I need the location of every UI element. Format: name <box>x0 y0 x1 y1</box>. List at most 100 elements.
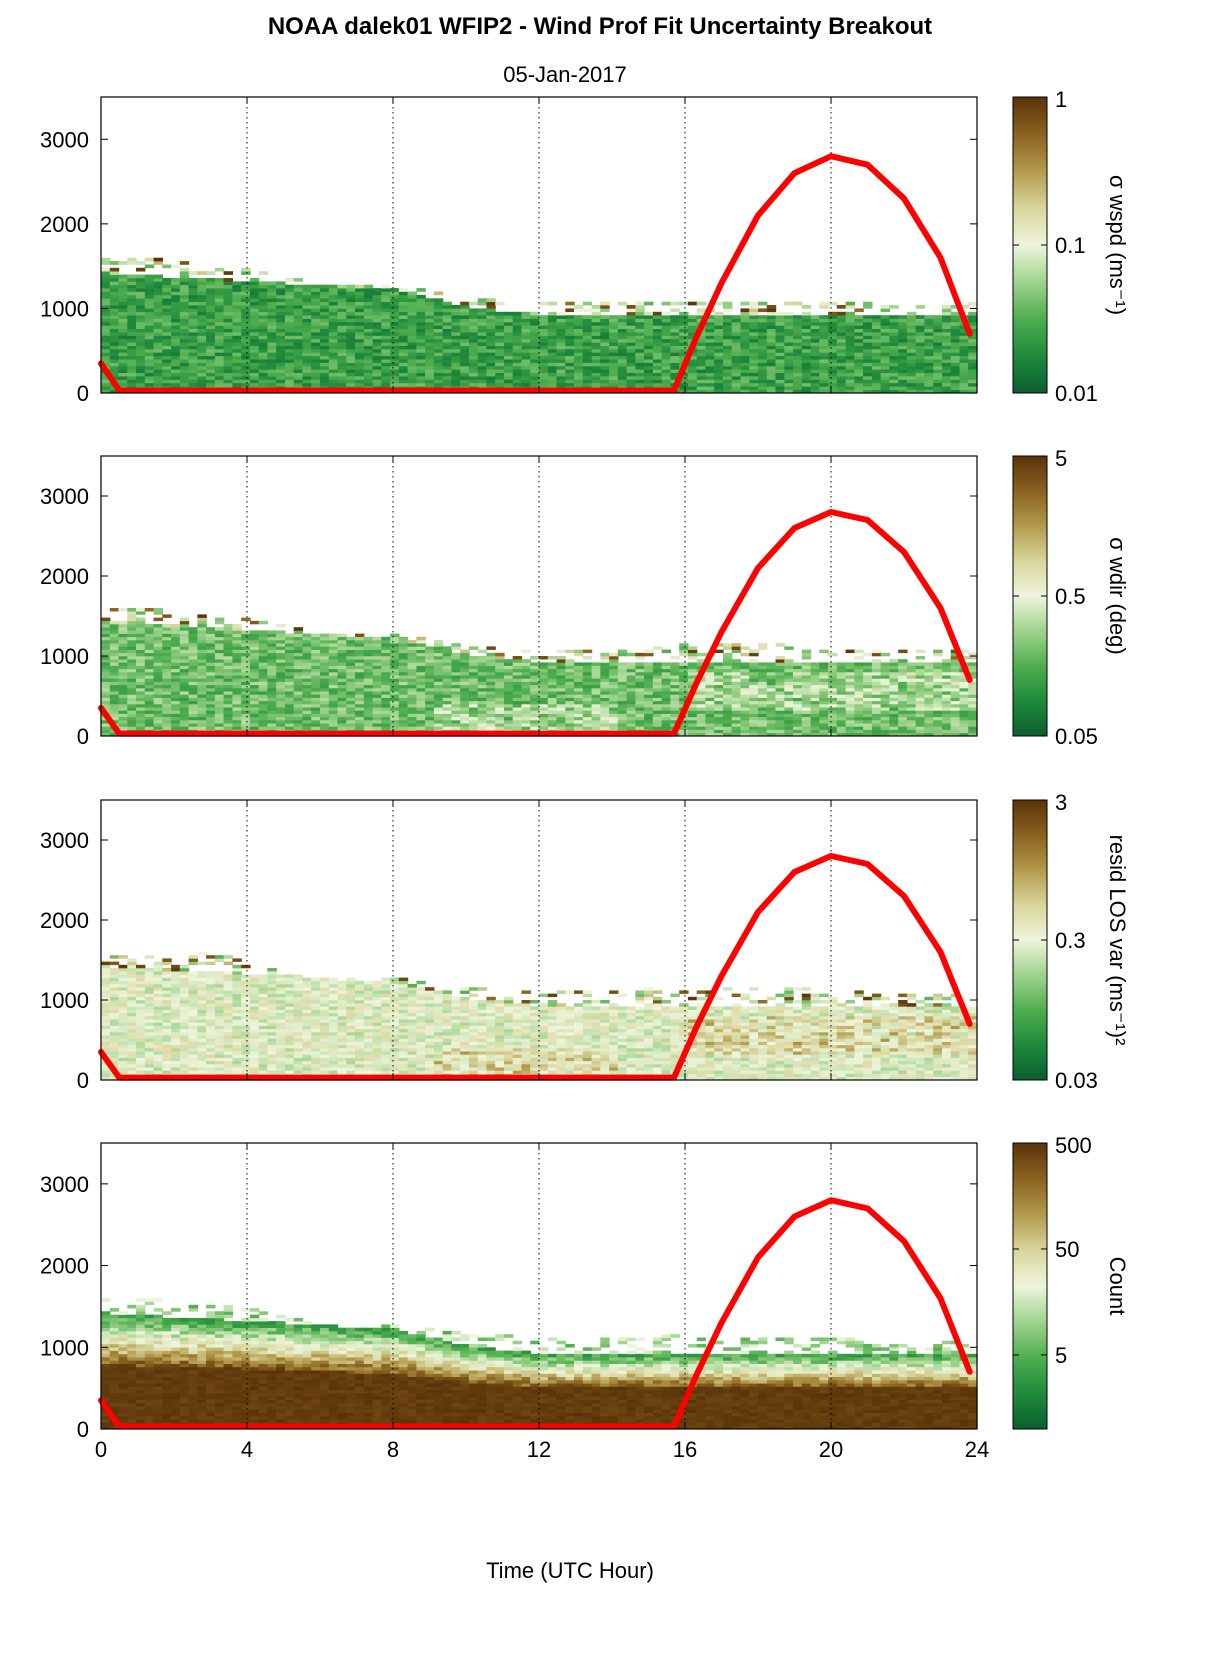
heatmap-cell <box>442 349 452 353</box>
heatmap-cell <box>784 382 794 387</box>
heatmap-cell <box>109 325 120 329</box>
heatmap-cell <box>346 656 356 660</box>
heatmap-cell <box>223 359 233 363</box>
heatmap-cell <box>758 338 768 343</box>
heatmap-cell <box>547 322 558 326</box>
heatmap-cell <box>171 630 181 634</box>
heatmap-cell <box>372 710 382 714</box>
heatmap-cell <box>188 662 198 666</box>
heatmap-cell <box>425 325 435 329</box>
heatmap-cell <box>670 668 680 673</box>
heatmap-cell <box>355 688 365 692</box>
heatmap-cell <box>285 342 295 346</box>
heatmap-cell <box>118 362 128 367</box>
heatmap-cell <box>626 726 636 730</box>
heatmap-cell <box>179 691 190 695</box>
heatmap-cell <box>749 359 759 363</box>
heatmap-cell <box>477 349 488 353</box>
heatmap-cell <box>740 355 750 360</box>
heatmap-cell <box>889 355 899 360</box>
heatmap-cell <box>179 301 190 306</box>
heatmap-cell <box>433 315 444 319</box>
heatmap-cell <box>302 720 312 724</box>
heatmap-cell <box>355 332 365 336</box>
heatmap-cell <box>179 668 190 673</box>
heatmap-cell <box>179 261 190 265</box>
heatmap-cell <box>214 697 225 702</box>
heatmap-cell <box>705 362 715 367</box>
heatmap-cell <box>635 355 645 360</box>
heatmap-cell <box>714 707 724 711</box>
heatmap-cell <box>871 332 882 336</box>
heatmap-cell <box>372 345 382 350</box>
heatmap-cell <box>626 352 636 357</box>
heatmap-cell <box>460 659 470 663</box>
heatmap-cell <box>460 382 470 387</box>
heatmap-cell <box>197 659 207 663</box>
heatmap-cell <box>311 291 321 296</box>
heatmap-cell <box>390 362 400 367</box>
heatmap-cell <box>355 710 365 714</box>
heatmap-cell <box>258 322 269 326</box>
heatmap-cell <box>775 315 785 319</box>
heatmap-cell <box>425 338 435 343</box>
heatmap-cell <box>302 643 312 647</box>
heatmap-cell <box>460 665 470 670</box>
heatmap-cell <box>320 298 330 302</box>
heatmap-cell <box>214 649 225 654</box>
heatmap-cell <box>206 716 216 721</box>
heatmap-cell <box>635 652 645 657</box>
heatmap-cell <box>206 665 216 670</box>
heatmap-cell <box>644 379 654 384</box>
heatmap-cell <box>687 668 698 673</box>
heatmap-cell <box>521 311 531 316</box>
heatmap-cell <box>679 652 689 657</box>
heatmap-cell <box>565 726 575 730</box>
heatmap-cell <box>188 630 198 634</box>
heatmap-cell <box>863 332 873 336</box>
heatmap-cell <box>582 697 593 702</box>
heatmap-cell <box>915 335 926 340</box>
heatmap-cell <box>258 369 269 373</box>
heatmap-cell <box>320 379 330 384</box>
heatmap-cell <box>705 691 715 695</box>
heatmap-cell <box>109 627 120 631</box>
heatmap-cell <box>214 315 225 319</box>
heatmap-cell <box>355 365 365 370</box>
heatmap-cell <box>679 672 689 676</box>
heatmap-cell <box>249 352 260 357</box>
heatmap-cell <box>398 379 409 384</box>
heatmap-cell <box>451 662 461 666</box>
heatmap-cell <box>565 382 575 387</box>
heatmap-cell <box>486 652 496 657</box>
heatmap-cell <box>416 710 426 714</box>
heatmap-cell <box>214 372 225 377</box>
heatmap-cell <box>249 678 260 682</box>
heatmap-cell <box>547 707 558 711</box>
x-axis-label: Time (UTC Hour) <box>486 1558 654 1583</box>
heatmap-cell <box>906 382 917 387</box>
heatmap-cell <box>355 700 365 705</box>
heatmap-cell <box>530 713 540 718</box>
heatmap-cell <box>950 342 961 346</box>
heatmap-cell <box>127 325 137 329</box>
heatmap-cell <box>714 710 724 714</box>
heatmap-cell <box>258 349 269 353</box>
heatmap-cell <box>381 315 391 319</box>
heatmap-cell <box>136 608 146 612</box>
heatmap-cell <box>162 318 172 323</box>
heatmap-cell <box>468 335 479 340</box>
heatmap-cell <box>206 694 216 698</box>
heatmap-cell <box>136 311 146 316</box>
heatmap-cell <box>416 688 426 692</box>
heatmap-cell <box>600 659 610 663</box>
heatmap-cell <box>381 649 391 654</box>
heatmap-cell <box>626 308 636 313</box>
heatmap-cell <box>109 707 120 711</box>
heatmap-cell <box>381 668 391 673</box>
heatmap-cell <box>600 662 610 666</box>
heatmap-cell <box>442 678 452 682</box>
heatmap-cell <box>101 675 111 679</box>
heatmap-cell <box>766 338 777 343</box>
heatmap-cell <box>670 678 680 682</box>
